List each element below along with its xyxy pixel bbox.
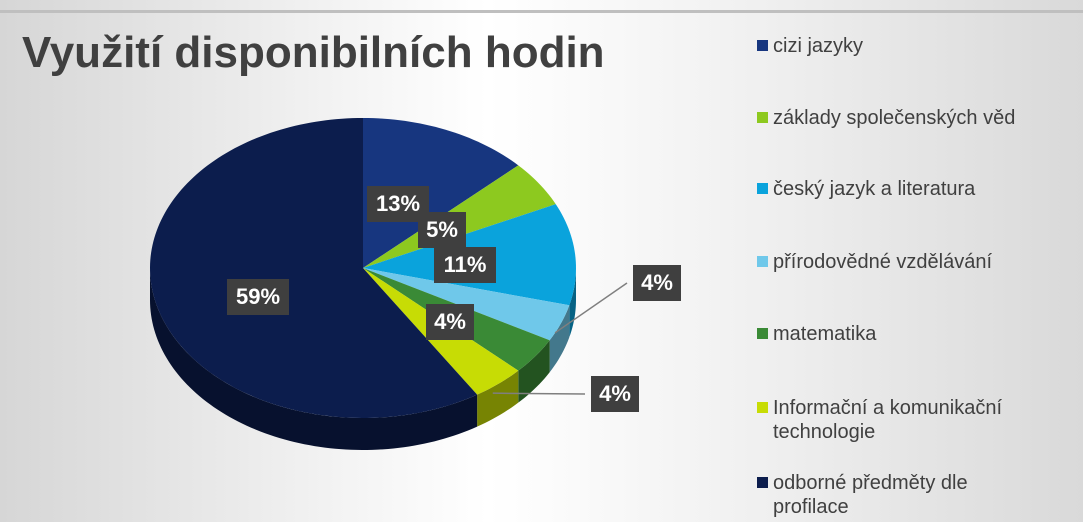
legend-label: odborné předměty dle profilace: [773, 472, 968, 518]
top-border: [0, 10, 1083, 13]
legend-swatch: [757, 256, 768, 267]
leader-line: [554, 282, 628, 334]
data-label: 13%: [376, 191, 420, 216]
legend-label: cizi jazyky: [773, 35, 864, 57]
data-label: 4%: [599, 381, 631, 406]
label-box: [426, 304, 474, 340]
pie-side: [549, 305, 570, 373]
legend-swatch: [757, 112, 768, 123]
label-box: [227, 279, 289, 315]
label-box: [418, 212, 466, 248]
pie-side: [150, 268, 478, 450]
leader-line: [492, 392, 586, 395]
label-box: [591, 376, 639, 412]
pie-slice: [150, 118, 478, 418]
data-label: 11%: [444, 252, 487, 277]
label-box: [434, 247, 496, 283]
legend-label: matematika: [773, 323, 877, 345]
data-label: 5%: [426, 217, 458, 242]
data-label: 4%: [434, 309, 466, 334]
data-label: 59%: [236, 284, 280, 309]
chart-title: Využití disponibilních hodin: [22, 28, 605, 77]
legend-label: základy společenských věd: [773, 107, 1016, 129]
pie-side: [477, 370, 519, 427]
legend-swatch: [757, 183, 768, 194]
legend-label: český jazyk a literatura: [773, 178, 976, 200]
legend-swatch: [757, 402, 768, 413]
data-label: 4%: [641, 270, 673, 295]
legend-swatch: [757, 40, 768, 51]
label-box: [633, 265, 681, 301]
pie-slice: [363, 118, 519, 268]
pie-side: [569, 268, 576, 338]
legend-label: Informační a komunikační technologie: [773, 397, 1002, 443]
legend-swatch: [757, 477, 768, 488]
legend-label: přírodovědné vzdělávání: [773, 251, 993, 273]
pie-side: [518, 340, 550, 403]
legend-swatch: [757, 328, 768, 339]
